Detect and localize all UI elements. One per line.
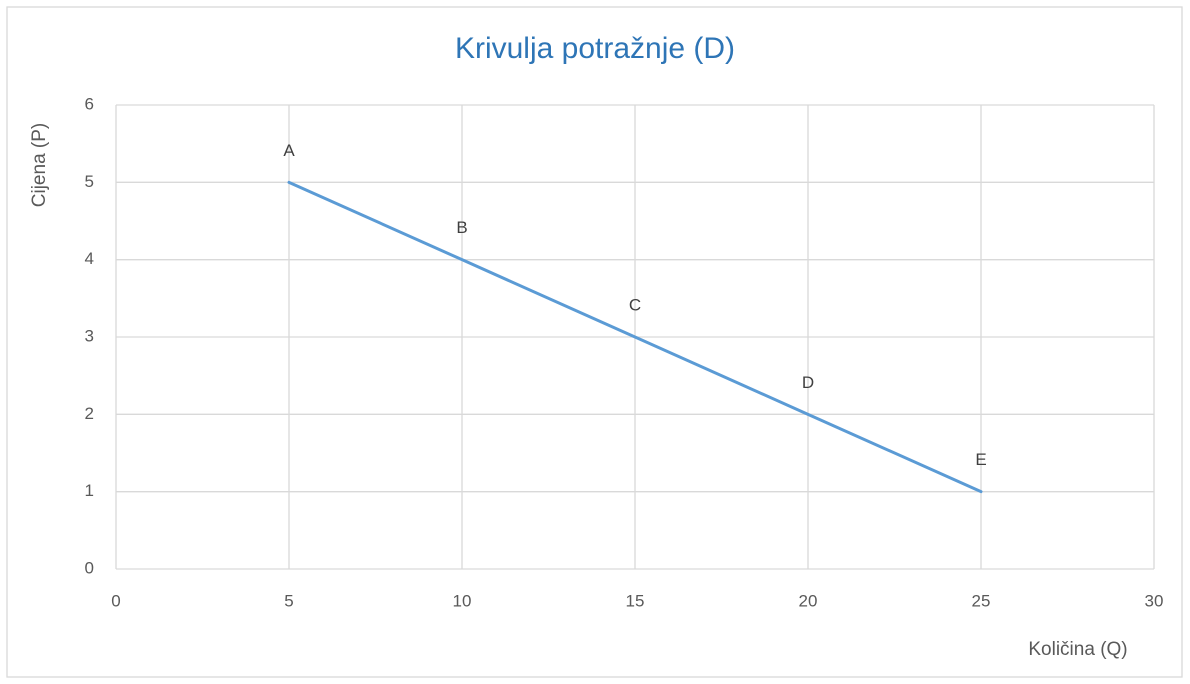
point-label: E — [975, 450, 986, 469]
x-axis-label: Količina (Q) — [1028, 639, 1127, 660]
y-tick-label: 6 — [85, 94, 94, 113]
x-tick-label: 30 — [1145, 591, 1164, 610]
point-label: A — [283, 141, 295, 160]
x-tick-label: 25 — [972, 591, 991, 610]
chart-title: Krivulja potražnje (D) — [455, 32, 735, 65]
y-tick-label: 3 — [85, 326, 94, 345]
y-tick-label: 1 — [85, 481, 94, 500]
y-tick-label: 5 — [85, 172, 94, 191]
y-tick-label: 4 — [85, 249, 94, 268]
x-tick-label: 0 — [111, 591, 120, 610]
x-tick-label: 5 — [284, 591, 293, 610]
x-tick-label: 20 — [799, 591, 818, 610]
data-line — [287, 180, 983, 494]
x-tick-label: 15 — [626, 591, 645, 610]
point-label: C — [629, 295, 641, 314]
x-tick-label: 10 — [453, 591, 472, 610]
point-label: B — [456, 218, 467, 237]
point-label: D — [802, 373, 814, 392]
y-tick-label: 0 — [85, 558, 94, 577]
y-axis-label: Cijena (P) — [29, 123, 50, 207]
chart-border — [6, 6, 1183, 678]
y-tick-label: 2 — [85, 404, 94, 423]
